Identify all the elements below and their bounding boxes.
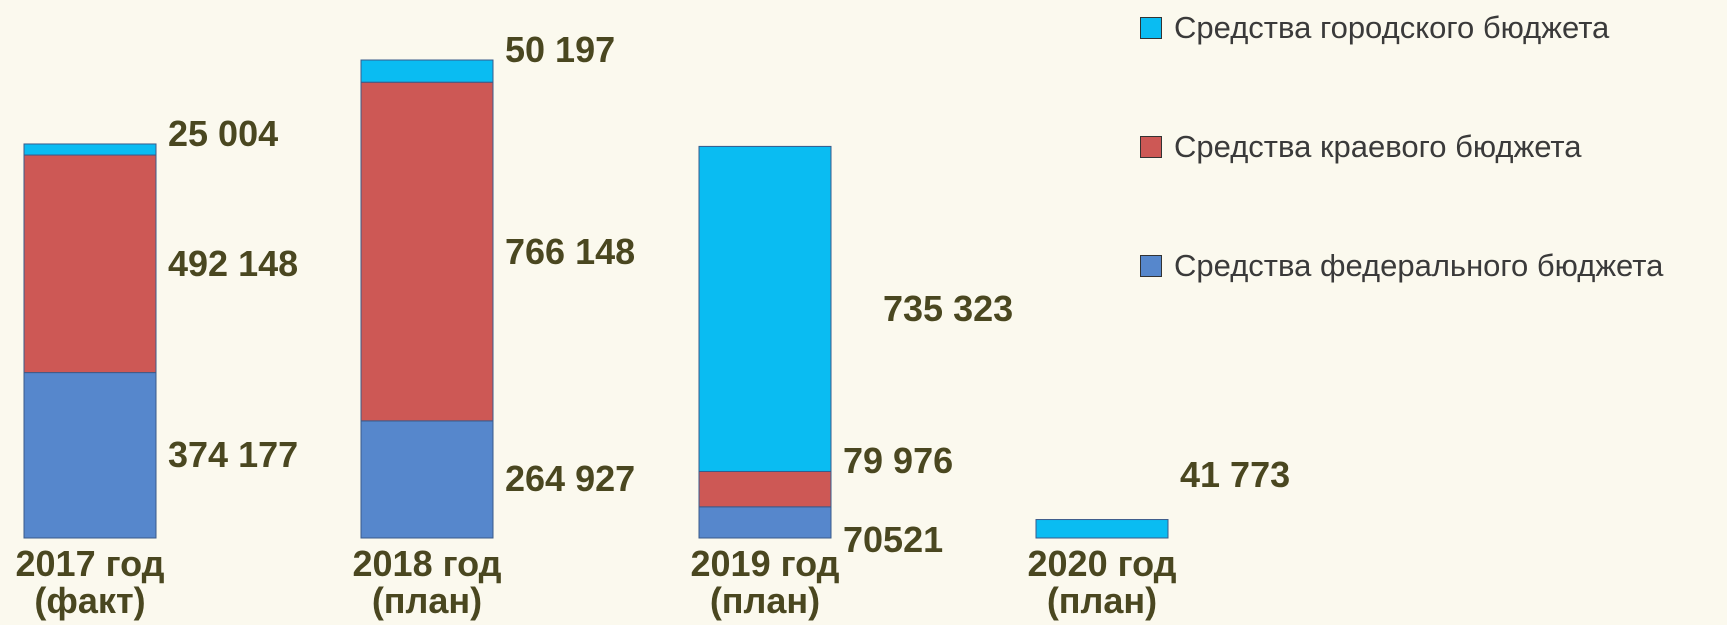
category-label: 2017 год (факт) xyxy=(0,545,190,619)
value-label: 41 773 xyxy=(1180,454,1290,496)
category-label: 2020 год (план) xyxy=(1002,545,1202,619)
legend-swatch xyxy=(1140,17,1162,39)
legend-label: Средства федерального бюджета xyxy=(1174,248,1663,283)
bar-segment xyxy=(24,144,156,155)
value-label: 25 004 xyxy=(168,113,278,155)
legend-label: Средства городского бюджета xyxy=(1174,10,1609,45)
legend-swatch xyxy=(1140,136,1162,158)
bar-segment xyxy=(361,60,493,82)
category-label: 2018 год (план) xyxy=(327,545,527,619)
legend-swatch xyxy=(1140,255,1162,277)
value-label: 79 976 xyxy=(843,440,953,482)
value-label: 264 927 xyxy=(505,458,635,500)
bar-segment xyxy=(1036,520,1168,538)
legend-item: Средства федерального бюджета xyxy=(1140,240,1694,292)
bar-segment xyxy=(699,507,831,538)
bar-segment xyxy=(24,155,156,373)
bar-segment xyxy=(24,373,156,538)
value-label: 735 323 xyxy=(883,288,1013,330)
bar-segment xyxy=(699,471,831,506)
value-label: 766 148 xyxy=(505,231,635,273)
legend-label: Средства краевого бюджета xyxy=(1174,129,1582,164)
bar-segment xyxy=(699,146,831,471)
bar-segment xyxy=(361,82,493,421)
legend-item: Средства городского бюджета xyxy=(1140,2,1694,54)
bar-segment xyxy=(361,421,493,538)
chart: 374 177 492 148 25 004 2017 год (факт) 264 9… xyxy=(0,0,1727,625)
value-label: 50 197 xyxy=(505,29,615,71)
value-label: 374 177 xyxy=(168,434,298,476)
legend-item: Средства краевого бюджета xyxy=(1140,121,1694,173)
category-label: 2019 год (план) xyxy=(665,545,865,619)
value-label: 492 148 xyxy=(168,243,298,285)
